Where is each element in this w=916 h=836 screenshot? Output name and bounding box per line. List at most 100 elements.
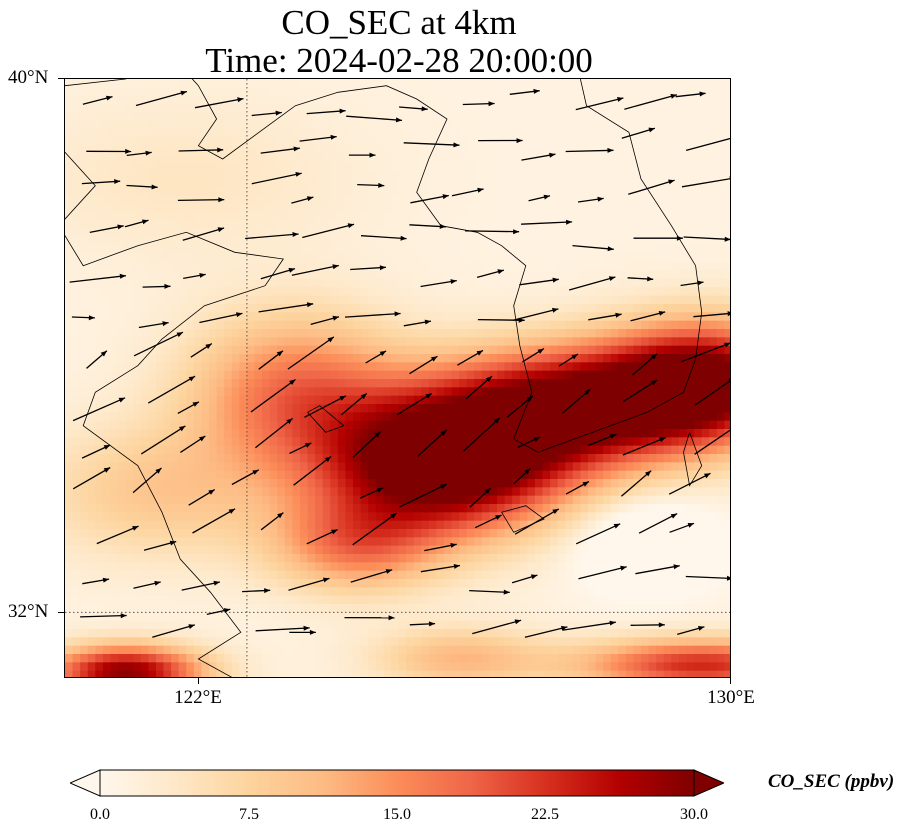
co-field-cell xyxy=(527,337,536,347)
co-field-cell xyxy=(512,437,521,447)
co-field-cell xyxy=(353,79,362,88)
co-field-cell xyxy=(345,420,354,430)
co-field-cell xyxy=(390,462,400,472)
co-field-cell xyxy=(390,229,400,238)
co-field-cell xyxy=(587,462,597,472)
co-field-cell xyxy=(246,512,256,522)
co-field-cell xyxy=(65,312,74,322)
co-field-cell xyxy=(375,362,384,372)
co-field-cell xyxy=(292,295,301,305)
co-field-cell xyxy=(451,370,460,380)
co-field-cell xyxy=(193,412,203,422)
co-field-cell xyxy=(618,387,627,397)
co-field-cell xyxy=(239,312,248,322)
co-field-cell xyxy=(481,245,491,255)
co-field-cell xyxy=(701,504,710,513)
co-field-cell xyxy=(277,445,286,455)
co-field-cell xyxy=(125,254,134,263)
co-field-cell xyxy=(694,504,703,513)
co-field-cell xyxy=(102,245,112,255)
co-field-cell xyxy=(443,137,453,147)
co-field-cell xyxy=(504,220,513,230)
co-field-cell xyxy=(72,479,81,488)
co-field-cell xyxy=(686,262,695,272)
co-field-cell xyxy=(110,512,119,522)
co-field-cell xyxy=(512,262,521,272)
co-field-cell xyxy=(633,470,642,480)
co-field-cell xyxy=(565,320,574,330)
co-field-cell xyxy=(65,145,74,155)
co-field-cell xyxy=(224,329,233,338)
co-field-cell xyxy=(489,270,498,280)
co-field-cell xyxy=(542,187,551,197)
co-field-cell xyxy=(186,304,195,313)
co-field-cell xyxy=(284,329,293,338)
co-field-cell xyxy=(565,420,574,430)
co-field-cell xyxy=(572,320,582,330)
co-field-cell xyxy=(178,254,187,263)
co-field-cell xyxy=(353,170,362,180)
co-field-cell xyxy=(625,212,635,222)
co-field-cell xyxy=(102,320,112,330)
co-field-cell xyxy=(171,437,180,447)
co-field-cell xyxy=(383,429,392,438)
co-field-cell xyxy=(375,254,384,263)
co-field-cell xyxy=(406,387,415,397)
co-field-cell xyxy=(406,395,415,405)
co-field-cell xyxy=(72,220,81,230)
co-field-cell xyxy=(489,87,498,97)
co-field-cell xyxy=(428,254,437,263)
co-field-cell xyxy=(413,470,422,480)
co-field-cell xyxy=(337,445,347,455)
co-field-cell xyxy=(110,445,119,455)
co-field-cell xyxy=(118,479,127,488)
co-field-cell xyxy=(451,487,460,497)
co-field-cell xyxy=(186,229,195,238)
co-field-cell xyxy=(72,487,81,497)
co-field-cell xyxy=(436,437,445,447)
co-field-cell xyxy=(557,212,566,222)
co-field-cell xyxy=(118,129,127,138)
co-field-cell xyxy=(694,170,703,180)
co-field-cell xyxy=(625,387,635,397)
co-field-cell xyxy=(678,270,688,280)
co-field-cell xyxy=(671,395,680,405)
co-field-cell xyxy=(148,504,157,513)
co-field-cell xyxy=(459,220,468,230)
co-field-cell xyxy=(641,95,650,105)
co-field-cell xyxy=(557,162,566,172)
co-field-cell xyxy=(163,179,172,188)
co-field-cell xyxy=(406,254,415,263)
co-field-cell xyxy=(519,512,528,522)
co-field-cell xyxy=(459,504,468,513)
co-field-cell xyxy=(390,104,400,113)
co-field-cell xyxy=(307,454,316,463)
co-field-cell xyxy=(557,129,566,138)
co-field-cell xyxy=(80,437,89,447)
co-field-cell xyxy=(186,379,195,388)
co-field-cell xyxy=(193,370,203,380)
co-field-cell xyxy=(299,154,309,163)
co-field-cell xyxy=(254,129,263,138)
co-field-cell xyxy=(148,437,157,447)
co-field-cell xyxy=(171,379,180,388)
co-field-cell xyxy=(80,470,89,480)
co-field-cell xyxy=(360,245,369,255)
co-field-cell xyxy=(709,454,718,463)
co-field-cell xyxy=(360,220,369,230)
co-field-cell xyxy=(527,329,536,338)
co-field-cell xyxy=(383,204,392,213)
co-field-cell xyxy=(421,487,430,497)
co-field-cell xyxy=(337,162,347,172)
co-field-cell xyxy=(125,195,134,205)
co-field-cell xyxy=(618,370,627,380)
co-field-cell xyxy=(186,279,195,288)
co-field-cell xyxy=(413,487,422,497)
co-field-cell xyxy=(87,412,96,422)
co-field-cell xyxy=(587,445,597,455)
co-field-cell xyxy=(292,395,301,405)
co-field-cell xyxy=(398,204,407,213)
co-field-cell xyxy=(125,470,134,480)
co-field-cell xyxy=(512,287,521,297)
co-field-cell xyxy=(519,104,528,113)
